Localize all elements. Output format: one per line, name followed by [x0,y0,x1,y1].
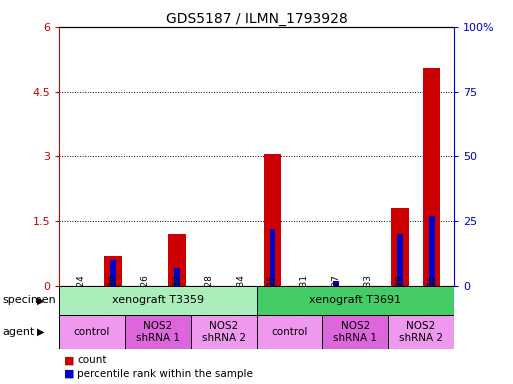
Bar [164,286,190,317]
Title: GDS5187 / ILMN_1793928: GDS5187 / ILMN_1793928 [166,12,347,26]
Text: ▶: ▶ [37,327,45,337]
Bar [429,216,435,286]
Bar [260,286,286,317]
Text: agent: agent [3,327,35,337]
Text: GSM737525: GSM737525 [268,274,277,329]
Text: NOS2
shRNA 1: NOS2 shRNA 1 [333,321,377,343]
Text: GSM737531: GSM737531 [300,274,309,329]
Text: GSM737533: GSM737533 [364,274,372,329]
Bar [391,208,409,286]
Bar [174,268,180,286]
Bar [59,286,256,315]
Bar [423,68,441,286]
Text: ■: ■ [64,355,74,365]
Bar [256,315,322,349]
Bar [388,315,454,349]
Text: GSM737527: GSM737527 [331,274,341,329]
Bar [322,315,388,349]
Text: NOS2
shRNA 1: NOS2 shRNA 1 [136,321,180,343]
Bar [323,286,349,317]
Bar [195,286,222,317]
Bar [291,286,318,317]
Bar [333,281,339,286]
Bar [387,286,413,317]
Text: NOS2
shRNA 2: NOS2 shRNA 2 [399,321,443,343]
Bar [397,234,403,286]
Text: specimen: specimen [3,295,56,306]
Bar [168,234,186,286]
Bar [59,315,125,349]
Bar [191,315,256,349]
Text: xenograft T3691: xenograft T3691 [309,295,401,306]
Text: GSM737532: GSM737532 [172,274,182,329]
Bar [68,286,94,317]
Text: GSM737535: GSM737535 [427,274,436,329]
Bar [419,286,445,317]
Text: xenograft T3359: xenograft T3359 [112,295,204,306]
Text: GSM737530: GSM737530 [109,274,117,329]
Bar [256,286,454,315]
Text: count: count [77,355,107,365]
Text: ■: ■ [64,369,74,379]
Text: GSM737528: GSM737528 [204,274,213,329]
Bar [100,286,126,317]
Bar [227,286,253,317]
Text: percentile rank within the sample: percentile rank within the sample [77,369,253,379]
Text: control: control [271,327,308,337]
Bar [110,260,116,286]
Text: GSM737534: GSM737534 [236,274,245,329]
Text: ▶: ▶ [37,295,45,306]
Text: GSM737526: GSM737526 [141,274,149,329]
Bar [132,286,158,317]
Text: GSM737529: GSM737529 [396,274,404,329]
Bar [269,229,275,286]
Text: GSM737524: GSM737524 [77,274,86,329]
Text: NOS2
shRNA 2: NOS2 shRNA 2 [202,321,246,343]
Bar [125,315,191,349]
Bar [264,154,281,286]
Bar [355,286,381,317]
Bar [104,256,122,286]
Text: control: control [74,327,110,337]
